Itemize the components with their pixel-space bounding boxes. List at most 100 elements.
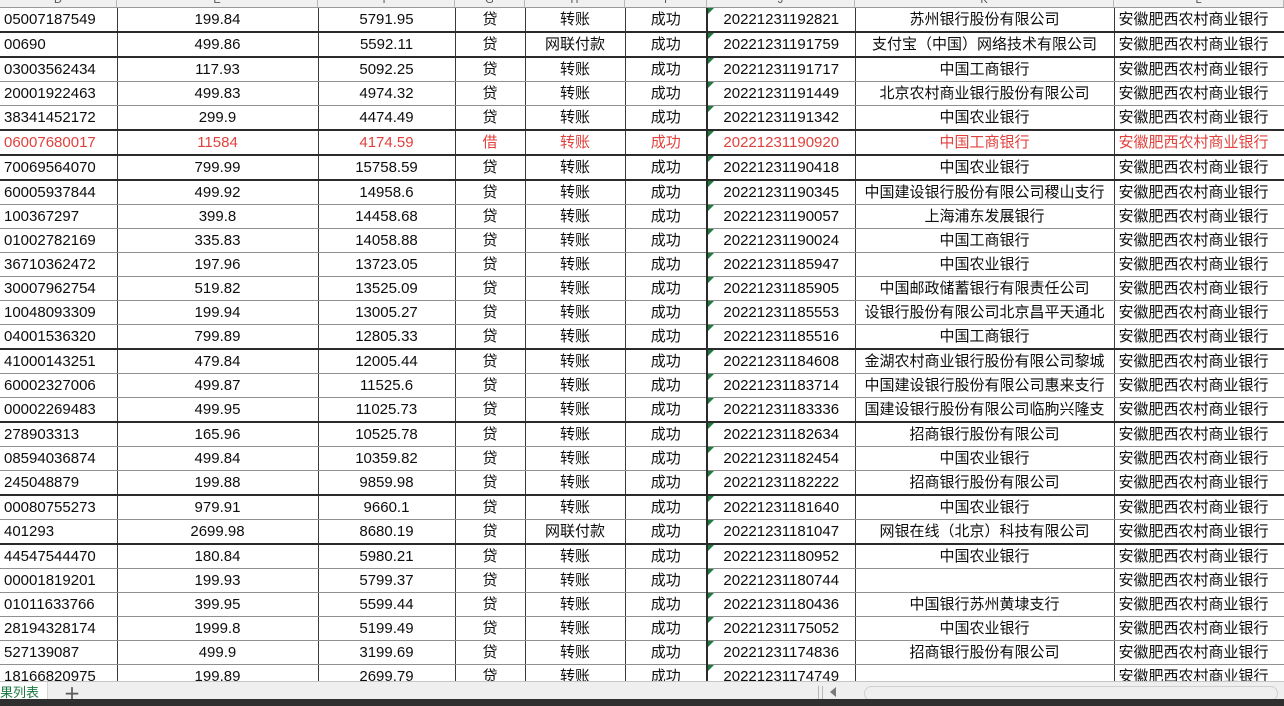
counterparty-bank-cell[interactable]: 金湖农村商业银行股份有限公司黎城 xyxy=(855,349,1115,374)
owner-bank-cell[interactable]: 安徽肥西农村商业银行 xyxy=(1114,640,1284,665)
account-balance-cell[interactable]: 13723.05 xyxy=(318,252,456,277)
account-balance-cell[interactable]: 5799.37 xyxy=(318,568,456,593)
counterparty-bank-cell[interactable]: 中国农业银行 xyxy=(855,155,1115,181)
transaction-timestamp-cell[interactable]: 20221231192821 xyxy=(706,8,856,33)
counterparty-bank-cell[interactable]: 中国农业银行 xyxy=(855,616,1115,641)
account-balance-cell[interactable]: 5980.21 xyxy=(318,544,456,569)
transaction-timestamp-cell[interactable]: 20221231185947 xyxy=(706,252,856,277)
owner-bank-cell[interactable]: 安徽肥西农村商业银行 xyxy=(1114,8,1284,33)
account-number-cell[interactable]: 28194328174 xyxy=(0,616,118,641)
transaction-timestamp-cell[interactable]: 20221231191717 xyxy=(706,57,856,82)
transaction-status-cell[interactable]: 成功 xyxy=(625,8,708,33)
table-row[interactable]: 08594036874 499.84 10359.82 贷转账 成功 2022123118… xyxy=(0,446,1284,471)
transaction-type-cell[interactable]: 转账 xyxy=(525,664,626,681)
account-number-cell[interactable]: 70069564070 xyxy=(0,155,118,181)
counterparty-bank-cell[interactable]: 中国农业银行 xyxy=(855,446,1115,471)
debit-credit-flag-cell[interactable]: 贷 xyxy=(455,470,526,496)
transaction-timestamp-cell[interactable]: 20221231180952 xyxy=(706,544,856,569)
owner-bank-cell[interactable]: 安徽肥西农村商业银行 xyxy=(1114,616,1284,641)
debit-credit-flag-cell[interactable]: 贷 xyxy=(455,8,526,33)
transaction-timestamp-cell[interactable]: 20221231174836 xyxy=(706,640,856,665)
account-balance-cell[interactable]: 13525.09 xyxy=(318,276,456,301)
account-number-cell[interactable]: 20001922463 xyxy=(0,81,118,106)
transaction-status-cell[interactable]: 成功 xyxy=(625,664,708,681)
debit-credit-flag-cell[interactable]: 贷 xyxy=(455,373,526,398)
table-row[interactable]: 60005937844 499.92 14958.6 贷转账 成功 20221231190… xyxy=(0,180,1284,205)
account-number-cell[interactable]: 38341452172 xyxy=(0,105,118,131)
debit-credit-flag-cell[interactable]: 贷 xyxy=(455,519,526,545)
owner-bank-cell[interactable]: 安徽肥西农村商业银行 xyxy=(1114,130,1284,156)
counterparty-bank-cell[interactable]: 网银在线（北京）科技有限公司 xyxy=(855,519,1115,545)
account-balance-cell[interactable]: 14958.6 xyxy=(318,180,456,205)
owner-bank-cell[interactable]: 安徽肥西农村商业银行 xyxy=(1114,422,1284,447)
debit-credit-flag-cell[interactable]: 贷 xyxy=(455,640,526,665)
transaction-amount-cell[interactable]: 197.96 xyxy=(117,252,319,277)
account-balance-cell[interactable]: 5092.25 xyxy=(318,57,456,82)
transaction-type-cell[interactable]: 转账 xyxy=(525,544,626,569)
account-balance-cell[interactable]: 4974.32 xyxy=(318,81,456,106)
transaction-timestamp-cell[interactable]: 20221231180744 xyxy=(706,568,856,593)
table-row[interactable]: 44547544470 180.84 5980.21 贷转账 成功 20221231180… xyxy=(0,544,1284,569)
debit-credit-flag-cell[interactable]: 贷 xyxy=(455,228,526,253)
transaction-status-cell[interactable]: 成功 xyxy=(625,568,708,593)
transaction-timestamp-cell[interactable]: 20221231190345 xyxy=(706,180,856,205)
account-balance-cell[interactable]: 12805.33 xyxy=(318,324,456,350)
column-header-k[interactable]: K xyxy=(855,0,1114,7)
debit-credit-flag-cell[interactable]: 贷 xyxy=(455,616,526,641)
account-number-cell[interactable]: 01011633766 xyxy=(0,592,118,617)
transaction-amount-cell[interactable]: 1999.8 xyxy=(117,616,319,641)
table-row[interactable]: 01011633766 399.95 5599.44 贷转账 成功 20221231180… xyxy=(0,592,1284,617)
transaction-amount-cell[interactable]: 299.9 xyxy=(117,105,319,131)
owner-bank-cell[interactable]: 安徽肥西农村商业银行 xyxy=(1114,81,1284,106)
debit-credit-flag-cell[interactable]: 贷 xyxy=(455,300,526,325)
column-header-l[interactable]: L xyxy=(1114,0,1284,7)
transaction-type-cell[interactable]: 转账 xyxy=(525,592,626,617)
counterparty-bank-cell[interactable]: 北京农村商业银行股份有限公司 xyxy=(855,81,1115,106)
transaction-amount-cell[interactable]: 117.93 xyxy=(117,57,319,82)
account-number-cell[interactable]: 00001819201 xyxy=(0,568,118,593)
debit-credit-flag-cell[interactable]: 贷 xyxy=(455,57,526,82)
transaction-status-cell[interactable]: 成功 xyxy=(625,470,708,496)
account-number-cell[interactable]: 30007962754 xyxy=(0,276,118,301)
counterparty-bank-cell[interactable] xyxy=(855,664,1115,681)
transaction-status-cell[interactable]: 成功 xyxy=(625,422,708,447)
account-number-cell[interactable]: 44547544470 xyxy=(0,544,118,569)
table-row[interactable]: 527139087 499.9 3199.69 贷转账 成功 20221231174836… xyxy=(0,640,1284,665)
table-row[interactable]: 04001536320 799.89 12805.33 贷转账 成功 2022123118… xyxy=(0,324,1284,350)
transaction-type-cell[interactable]: 转账 xyxy=(525,495,626,520)
transaction-type-cell[interactable]: 转账 xyxy=(525,105,626,131)
table-row[interactable]: 00080755273 979.91 9660.1 贷转账 成功 202212311816… xyxy=(0,495,1284,520)
transaction-type-cell[interactable]: 转账 xyxy=(525,324,626,350)
debit-credit-flag-cell[interactable]: 贷 xyxy=(455,568,526,593)
add-sheet-button[interactable]: + xyxy=(63,681,81,705)
account-balance-cell[interactable]: 5791.95 xyxy=(318,8,456,33)
counterparty-bank-cell[interactable]: 国建设银行股份有限公司临朐兴隆支 xyxy=(855,397,1115,423)
account-number-cell[interactable]: 245048879 xyxy=(0,470,118,496)
transaction-timestamp-cell[interactable]: 20221231183336 xyxy=(706,397,856,423)
transaction-timestamp-cell[interactable]: 20221231182222 xyxy=(706,470,856,496)
transaction-status-cell[interactable]: 成功 xyxy=(625,81,708,106)
transaction-timestamp-cell[interactable]: 20221231191449 xyxy=(706,81,856,106)
debit-credit-flag-cell[interactable]: 贷 xyxy=(455,446,526,471)
debit-credit-flag-cell[interactable]: 贷 xyxy=(455,397,526,423)
debit-credit-flag-cell[interactable]: 贷 xyxy=(455,81,526,106)
account-number-cell[interactable]: 00002269483 xyxy=(0,397,118,423)
account-number-cell[interactable]: 401293 xyxy=(0,519,118,545)
account-number-cell[interactable]: 08594036874 xyxy=(0,446,118,471)
transaction-timestamp-cell[interactable]: 20221231191342 xyxy=(706,105,856,131)
transaction-timestamp-cell[interactable]: 20221231175052 xyxy=(706,616,856,641)
transaction-status-cell[interactable]: 成功 xyxy=(625,276,708,301)
transaction-timestamp-cell[interactable]: 20221231191759 xyxy=(706,32,856,58)
owner-bank-cell[interactable]: 安徽肥西农村商业银行 xyxy=(1114,252,1284,277)
debit-credit-flag-cell[interactable]: 贷 xyxy=(455,422,526,447)
account-balance-cell[interactable]: 5599.44 xyxy=(318,592,456,617)
transaction-status-cell[interactable]: 成功 xyxy=(625,616,708,641)
counterparty-bank-cell[interactable]: 中国农业银行 xyxy=(855,544,1115,569)
counterparty-bank-cell[interactable] xyxy=(855,568,1115,593)
debit-credit-flag-cell[interactable]: 贷 xyxy=(455,252,526,277)
transaction-amount-cell[interactable]: 165.96 xyxy=(117,422,319,447)
counterparty-bank-cell[interactable]: 中国农业银行 xyxy=(855,252,1115,277)
transaction-status-cell[interactable]: 成功 xyxy=(625,300,708,325)
owner-bank-cell[interactable]: 安徽肥西农村商业银行 xyxy=(1114,544,1284,569)
account-balance-cell[interactable]: 5592.11 xyxy=(318,32,456,58)
